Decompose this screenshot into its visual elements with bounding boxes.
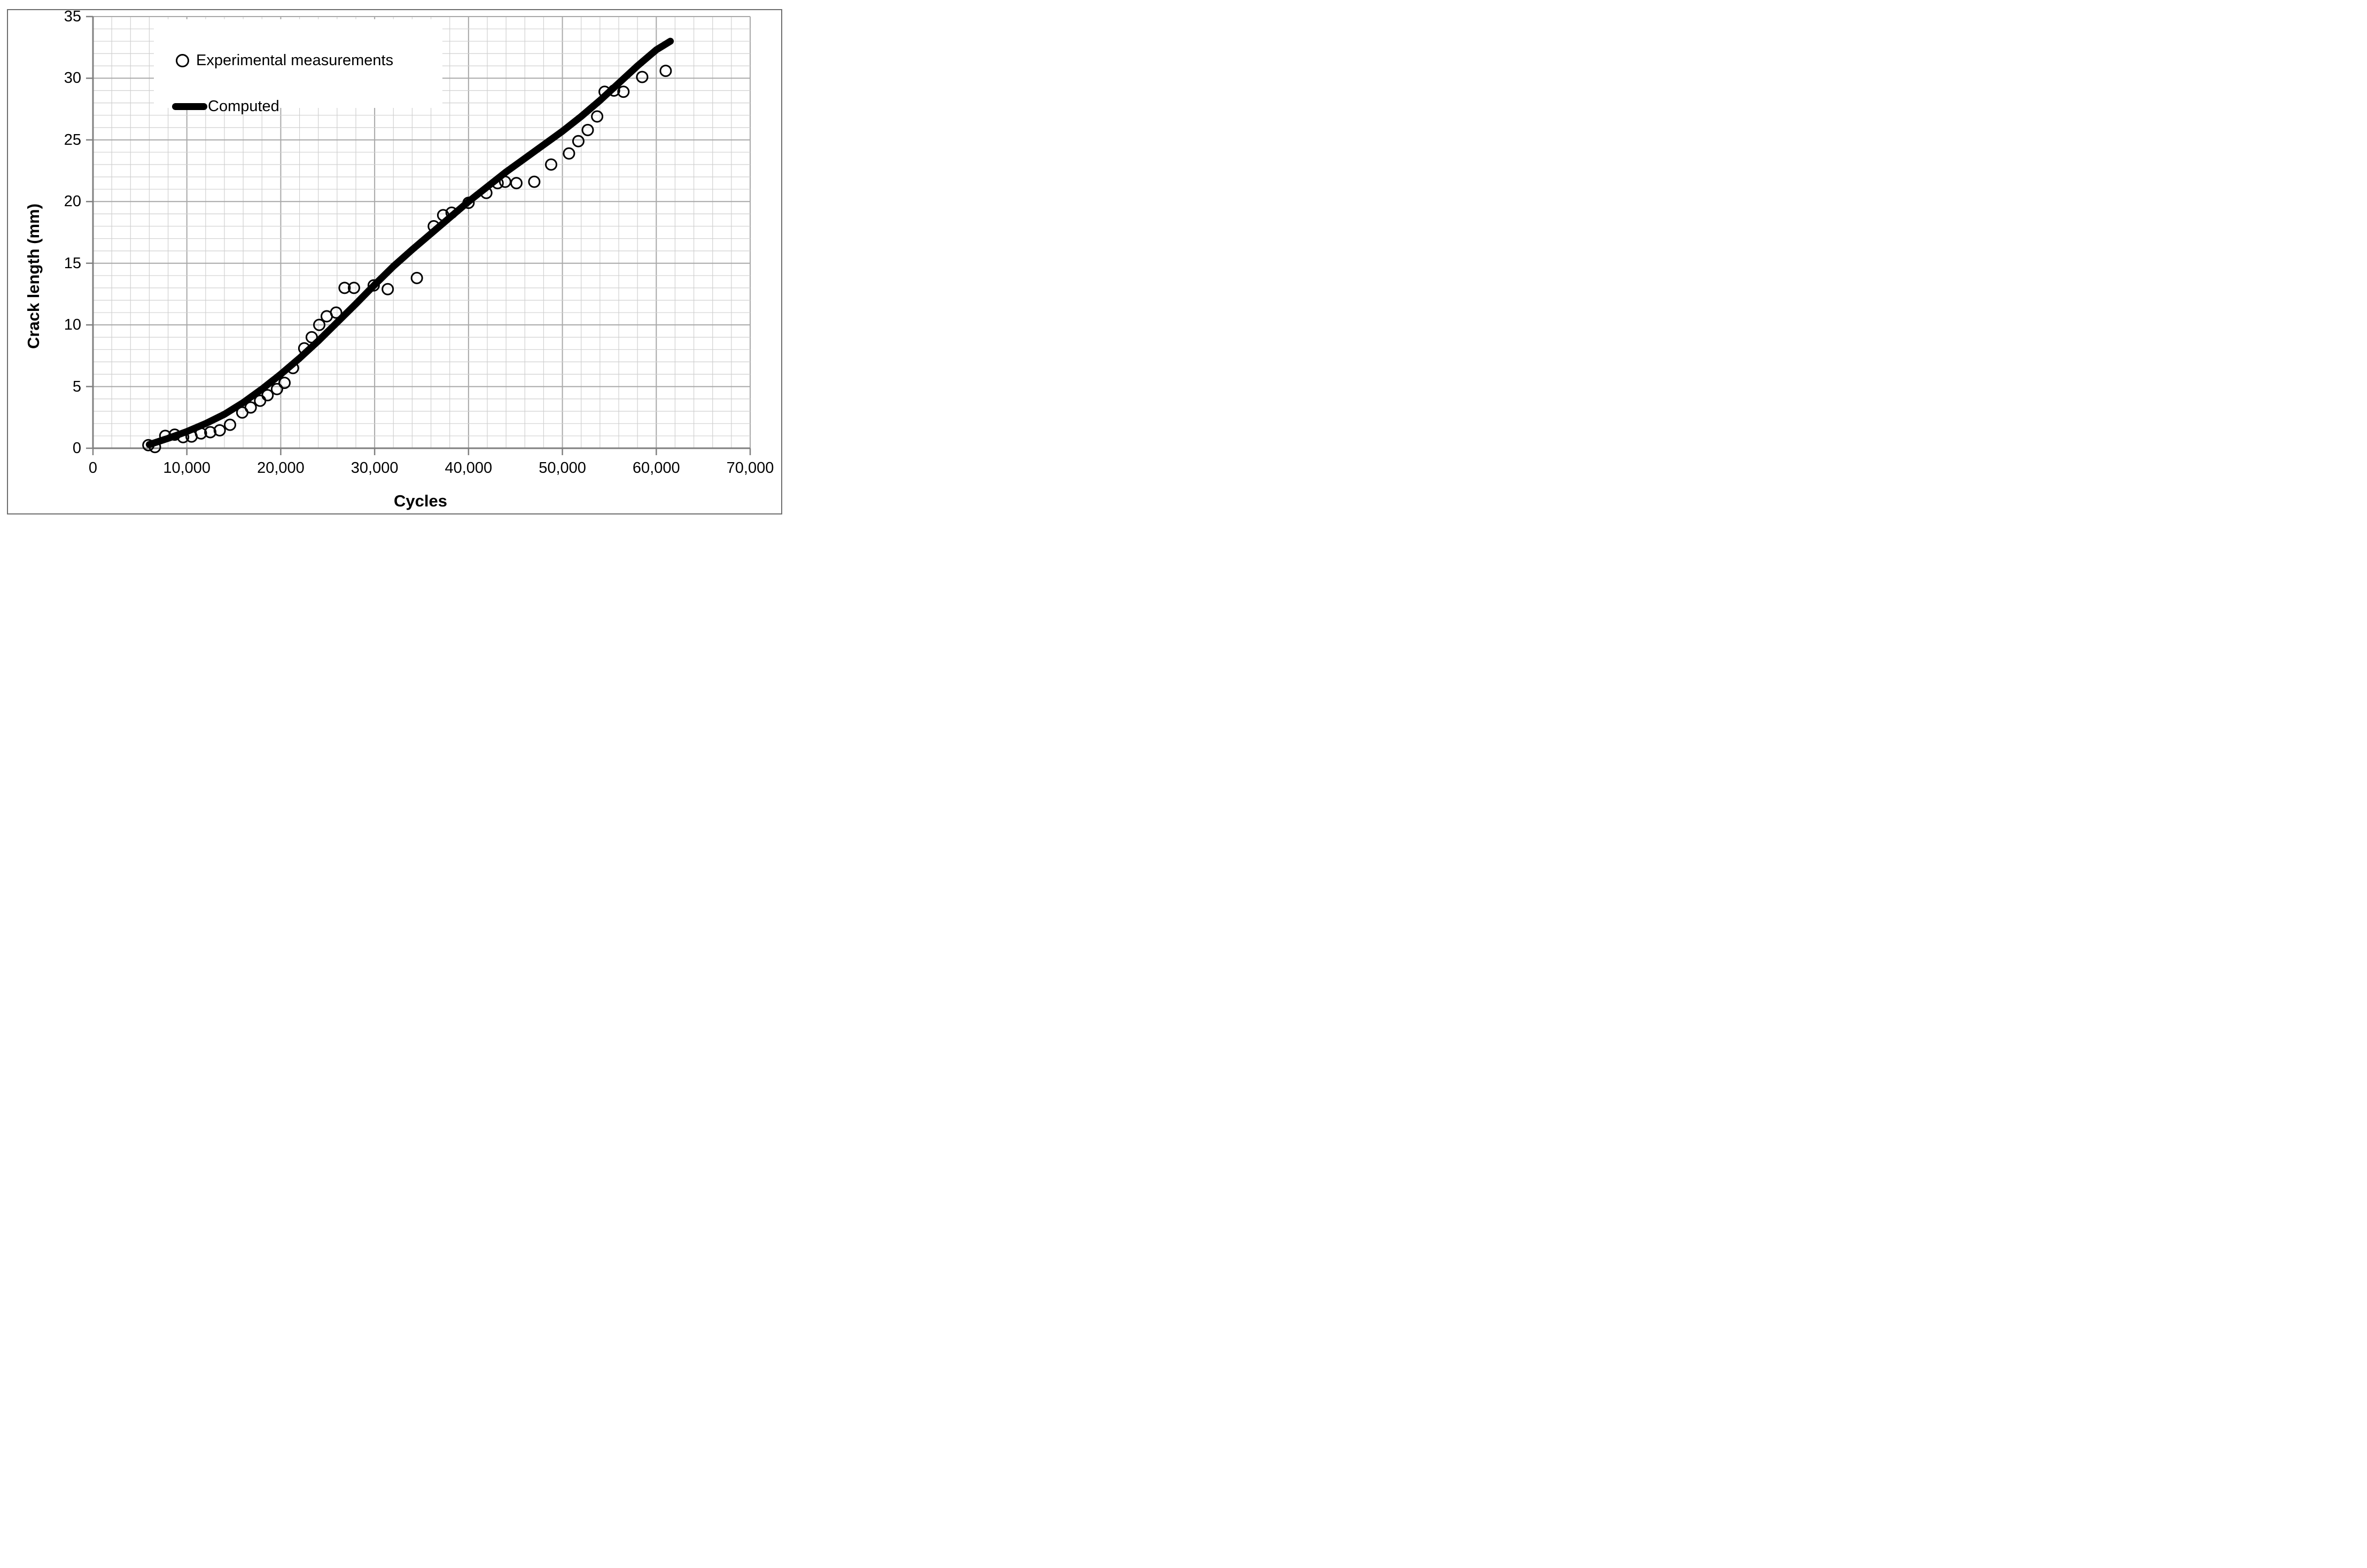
legend-label-experimental: Experimental measurements [196,51,394,69]
experimental-point [410,271,423,284]
y-tick-label: 10 [64,316,81,334]
y-tick-label: 5 [72,378,81,395]
x-tick-label: 50,000 [539,459,586,477]
experimental-point [330,306,342,319]
x-tick-label: 0 [88,459,98,477]
experimental-point [608,84,620,97]
experimental-point [510,177,523,190]
experimental-point [617,85,630,98]
legend-item-experimental: Experimental measurements [154,50,442,71]
x-tick-label: 20,000 [257,459,305,477]
experimental-point [338,282,351,294]
experimental-point [581,123,594,136]
experimental-point [462,197,475,209]
experimental-point [224,418,236,431]
figure: Crack length (mm) Cycles Experimental me… [0,0,789,522]
legend-item-computed: Computed [154,96,442,117]
experimental-point [437,209,449,222]
experimental-point [545,158,557,171]
x-tick-label: 60,000 [632,459,680,477]
experimental-point [149,441,161,454]
experimental-point [659,65,672,77]
experimental-point [480,186,493,199]
x-tick-label: 30,000 [351,459,399,477]
open-circle-marker-icon [176,53,189,67]
x-tick-label: 70,000 [726,459,774,477]
experimental-point [491,177,504,190]
experimental-point [254,394,267,407]
computed-line [145,37,674,448]
experimental-point [381,283,394,295]
experimental-point [367,279,380,292]
experimental-point [286,362,299,375]
x-tick-label: 40,000 [445,459,493,477]
experimental-point [177,431,190,443]
x-tick-label: 10,000 [163,459,211,477]
experimental-point [499,175,511,188]
experimental-point [204,426,217,439]
legend: Experimental measurements Computed [154,19,442,115]
y-tick-label: 20 [64,193,81,210]
experimental-point [445,206,458,219]
y-tick-label: 25 [64,131,81,149]
y-tick-label: 30 [64,69,81,87]
experimental-point [159,430,172,442]
y-tick-label: 35 [64,8,81,25]
experimental-point [261,389,274,402]
experimental-point [244,401,257,414]
experimental-point [563,147,575,160]
y-tick-label: 0 [72,440,81,457]
legend-label-computed: Computed [208,97,279,115]
experimental-point [427,220,440,232]
experimental-point [168,428,181,441]
experimental-point [636,71,649,83]
experimental-point [305,331,318,344]
experimental-point [348,282,360,294]
experimental-point [194,427,207,440]
experimental-point [598,85,611,98]
x-axis-title: Cycles [394,492,447,510]
thick-line-marker-icon [172,103,207,110]
experimental-point [572,135,585,147]
experimental-point [278,377,291,389]
experimental-point [270,383,283,395]
y-tick-label: 15 [64,254,81,272]
experimental-point [142,439,155,451]
experimental-point [298,342,310,355]
experimental-point [313,318,325,331]
experimental-point [528,175,541,188]
experimental-point [213,424,226,436]
experimental-point [591,110,604,123]
